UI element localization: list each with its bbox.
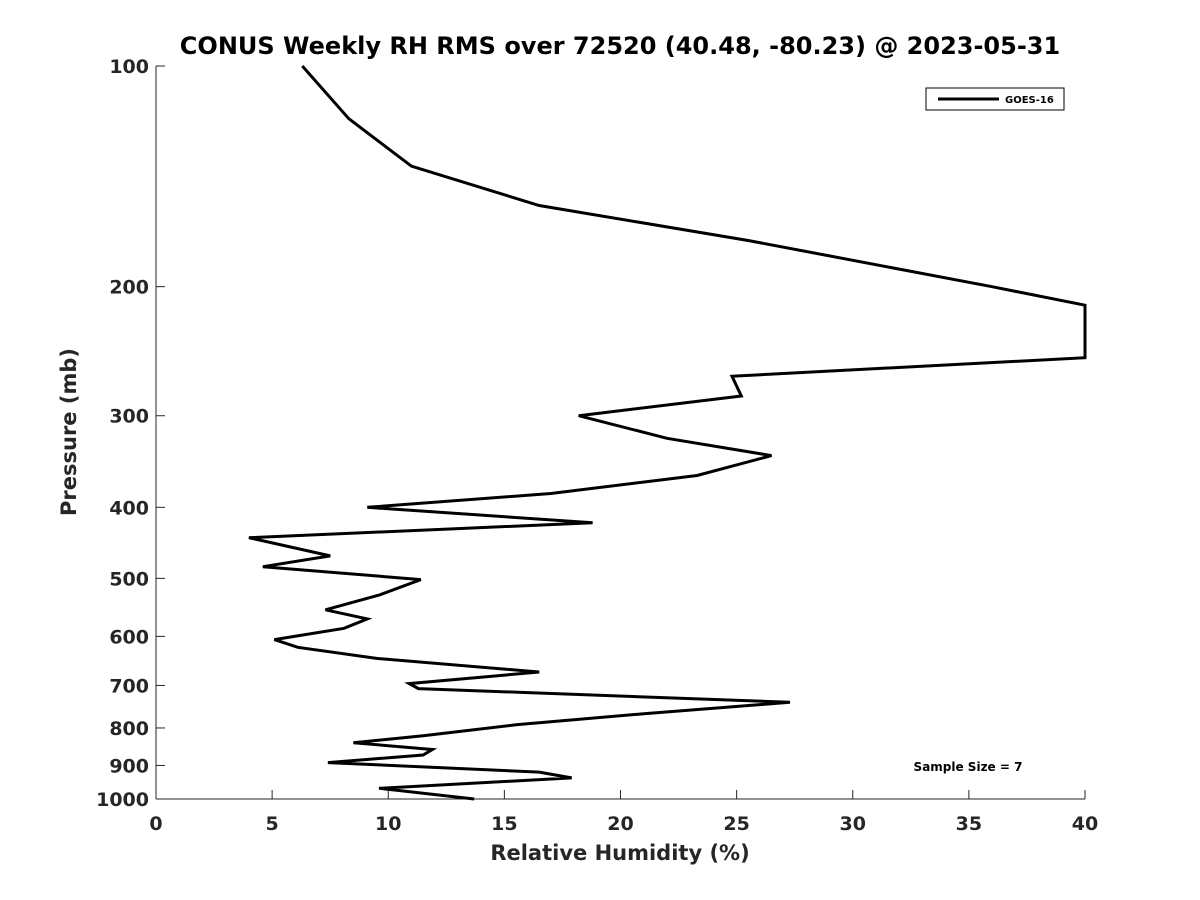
series-group — [248, 65, 1087, 801]
y-tick-label: 800 — [109, 718, 149, 740]
x-tick-label: 40 — [1072, 813, 1098, 835]
y-tick-label: 300 — [109, 406, 149, 428]
x-tick-label: 10 — [375, 813, 401, 835]
y-tick-label: 500 — [109, 568, 149, 590]
x-tick-label: 15 — [491, 813, 517, 835]
y-tick-label: 900 — [109, 755, 149, 777]
y-tick-label: 700 — [109, 675, 149, 697]
y-axis-label: Pressure (mb) — [57, 348, 81, 516]
y-tick-label: 100 — [109, 56, 149, 78]
x-axis-label: Relative Humidity (%) — [490, 841, 749, 865]
x-tick-label: 35 — [956, 813, 982, 835]
legend-entry-label: GOES-16 — [1005, 95, 1054, 106]
x-tick-label: 20 — [607, 813, 633, 835]
legend: GOES-16 — [925, 87, 1065, 111]
y-tick-label: 400 — [109, 497, 149, 519]
series-line-goes16 — [248, 65, 1087, 801]
x-tick-label: 0 — [149, 813, 162, 835]
y-tick-label: 1000 — [96, 789, 149, 811]
y-tick-label: 200 — [109, 277, 149, 299]
sample-size-annotation: Sample Size = 7 — [914, 760, 1023, 774]
x-tick-label: 30 — [840, 813, 866, 835]
x-tick-label: 5 — [266, 813, 279, 835]
y-tick-label: 600 — [109, 626, 149, 648]
chart-title: CONUS Weekly RH RMS over 72520 (40.48, -… — [180, 32, 1060, 60]
axes-group: 0 5 10 15 20 25 30 35 40 100 200 300 400 500 600 700 800… — [96, 56, 1098, 835]
x-tick-label: 25 — [723, 813, 749, 835]
